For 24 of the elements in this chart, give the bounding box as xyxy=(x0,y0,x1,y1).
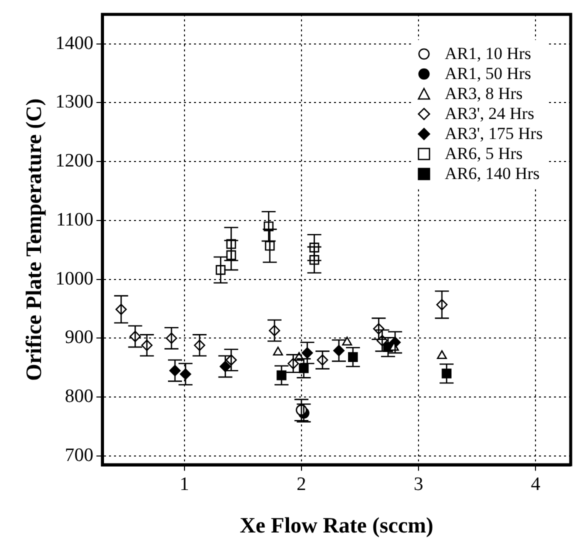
legend-label: AR6, 140 Hrs xyxy=(444,164,540,184)
y-tick-label: 1300 xyxy=(55,92,94,113)
x-tick-label: 4 xyxy=(530,474,541,496)
point xyxy=(342,336,352,346)
legend-label: AR1, 10 Hrs xyxy=(444,44,532,64)
legend-label: AR3, 8 Hrs xyxy=(444,84,523,104)
point xyxy=(273,346,283,356)
point xyxy=(436,350,447,360)
y-tick-label: 1000 xyxy=(55,268,94,290)
legend-label: AR3', 175 Hrs xyxy=(444,124,543,144)
x-tick-label: 2 xyxy=(296,474,306,496)
y-axis-title: Orifice Plate Temperature (C) xyxy=(20,98,46,381)
y-tick-label: 1400 xyxy=(55,32,94,54)
legend-label: AR3', 24 Hrs xyxy=(444,104,534,124)
y-tick-label: 1100 xyxy=(56,209,94,230)
legend-label: AR1, 50 Hrs xyxy=(444,64,532,84)
x-axis-title: Xe Flow Rate (sccm) xyxy=(240,512,434,538)
y-tick-label: 1200 xyxy=(55,150,94,172)
x-tick-label: 3 xyxy=(414,474,424,496)
y-tick-label: 900 xyxy=(64,327,94,348)
x-tick-label: 1 xyxy=(180,474,190,496)
y-tick-label: 800 xyxy=(64,386,94,408)
legend-label: AR6, 5 Hrs xyxy=(444,144,523,164)
y-tick-label: 700 xyxy=(64,444,94,466)
